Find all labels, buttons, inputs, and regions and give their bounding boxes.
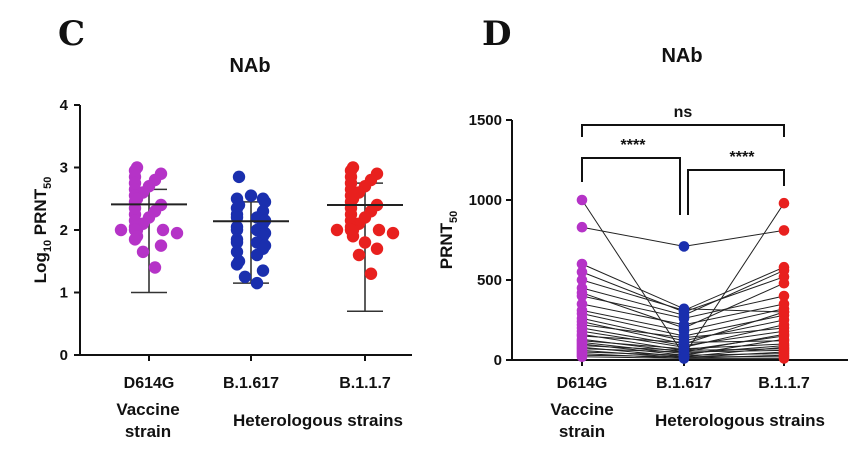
data-point-c xyxy=(148,261,162,274)
x-tick-label-d: B.1.1.7 xyxy=(758,375,810,392)
bracket-ns-label: ns xyxy=(674,104,693,121)
data-point-d xyxy=(576,266,588,278)
x-tick-label-d: B.1.617 xyxy=(656,375,712,392)
data-point-c xyxy=(352,248,366,262)
x-tick-label-c: B.1.1.7 xyxy=(339,375,391,392)
chart-c-title: NAb xyxy=(229,55,270,77)
data-point-d xyxy=(576,274,588,286)
group-label-heterologous-d: Heterologous strains xyxy=(655,411,825,430)
data-point-c xyxy=(372,223,386,237)
bracket-ns xyxy=(581,124,785,137)
data-point-c xyxy=(156,223,170,237)
data-point-c xyxy=(230,258,244,271)
data-point-c xyxy=(386,226,400,240)
x-tick-label-c: B.1.617 xyxy=(223,375,279,392)
data-point-d xyxy=(576,194,588,206)
data-point-d xyxy=(778,353,790,364)
data-point-c xyxy=(230,223,244,237)
data-point-c xyxy=(238,270,252,284)
data-point-c xyxy=(136,245,150,259)
data-point-c xyxy=(250,276,264,290)
chart-d: 0 500 1000 1500 PRNT50 D614G B.1.617 B.1.1.7 Vac… xyxy=(437,104,848,441)
y-tick-label-d: 0 xyxy=(494,352,502,369)
chart-d-title: NAb xyxy=(661,45,702,67)
data-point-d xyxy=(778,265,790,276)
group-label-strain-c: strain xyxy=(125,422,171,441)
y-tick-label-d: 500 xyxy=(477,272,502,289)
panel-letter-c: C xyxy=(58,14,85,54)
data-point-c xyxy=(370,242,384,255)
group-label-heterologous-c: Heterologous strains xyxy=(233,411,403,430)
data-point-c xyxy=(256,264,270,277)
panel-letter-d: D xyxy=(482,14,511,54)
data-point-d xyxy=(778,225,790,236)
data-point-c xyxy=(330,223,344,237)
y-tick-label-c: 1 xyxy=(60,285,68,302)
data-point-c xyxy=(128,233,142,246)
data-point-d xyxy=(576,258,588,270)
data-point-c xyxy=(250,248,264,262)
y-tick-label-d: 1000 xyxy=(469,192,502,209)
y-axis-label-c: Log10 PRNT50 xyxy=(31,177,54,284)
x-tick-label-c: D614G xyxy=(124,375,175,392)
group-label-vaccine-c: Vaccine xyxy=(116,400,179,419)
x-tick-label-d: D614G xyxy=(557,375,608,392)
y-tick-label-d: 1500 xyxy=(469,112,502,129)
data-point-c xyxy=(244,189,258,202)
y-tick-label-c: 3 xyxy=(60,160,68,177)
group-label-strain-d: strain xyxy=(559,422,605,441)
y-tick-label-c: 2 xyxy=(60,222,68,239)
data-point-d xyxy=(576,221,588,233)
data-point-d xyxy=(678,353,690,364)
data-point-c xyxy=(232,170,246,184)
data-point-d xyxy=(778,333,790,345)
data-point-c xyxy=(154,239,168,252)
data-point-c xyxy=(258,195,272,209)
data-point-c xyxy=(358,236,372,249)
group-label-vaccine-d: Vaccine xyxy=(550,400,613,419)
data-point-d xyxy=(778,277,790,289)
data-point-d xyxy=(576,290,588,302)
bracket-b xyxy=(687,169,785,215)
bracket-b-label: **** xyxy=(730,149,756,166)
data-point-c xyxy=(114,223,128,237)
data-point-d xyxy=(778,197,790,209)
data-point-c xyxy=(346,230,360,243)
chart-c: 0 1 2 3 4 Log10 PRNT50 D614G B.1.617 B.1.1.7 Vacc… xyxy=(31,97,412,441)
data-point-d xyxy=(778,306,790,318)
y-tick-label-c: 4 xyxy=(60,97,69,114)
data-point-c xyxy=(230,236,244,249)
data-point-c xyxy=(170,226,184,240)
bracket-a xyxy=(581,157,681,215)
y-axis-label-d: PRNT50 xyxy=(437,211,460,270)
data-point-c xyxy=(364,267,378,280)
data-point-d xyxy=(778,319,790,331)
bracket-a-label: **** xyxy=(621,137,647,154)
data-point-c xyxy=(230,245,244,259)
data-point-d xyxy=(778,290,790,302)
data-point-d xyxy=(576,351,588,363)
data-point-d xyxy=(678,241,690,252)
y-tick-label-c: 0 xyxy=(60,347,68,364)
